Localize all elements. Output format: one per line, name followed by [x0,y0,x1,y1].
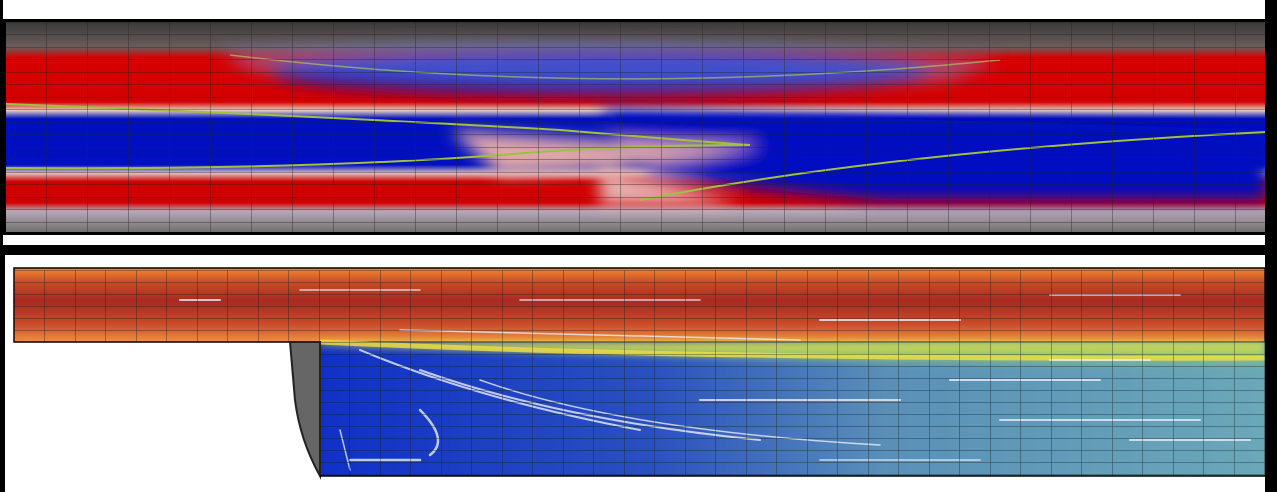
mesh [6,22,1267,232]
mesh [14,270,1265,342]
page [0,0,1277,492]
flow-visualization [0,0,1277,492]
right-border [1265,0,1277,492]
top-field [6,22,1267,232]
mesh [320,342,1265,476]
